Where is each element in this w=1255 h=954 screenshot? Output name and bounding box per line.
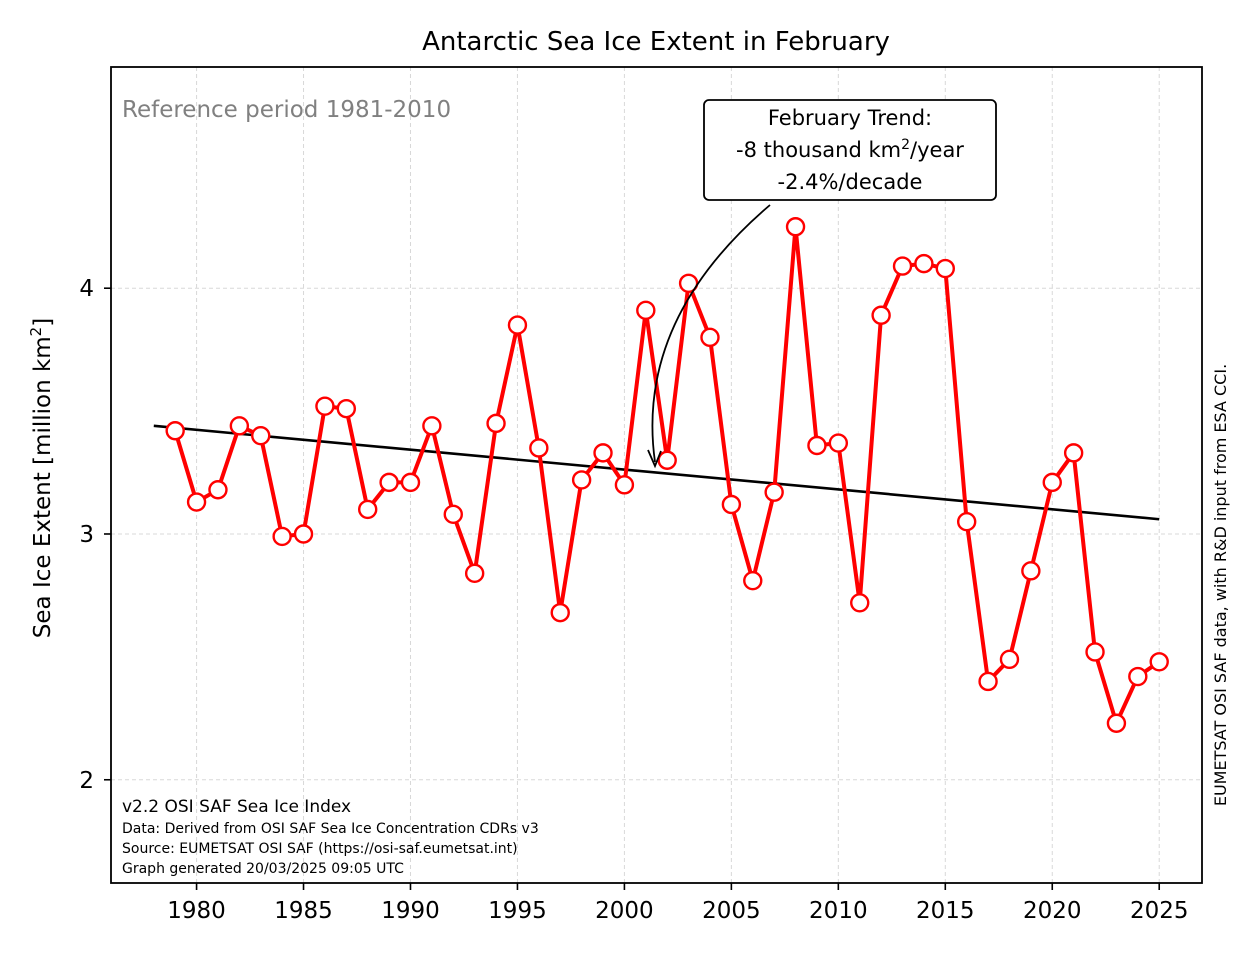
data-point [529,438,549,458]
data-point [1021,561,1041,581]
footer-notes: v2.2 OSI SAF Sea Ice Index Data: Derived… [122,797,539,877]
data-point [315,396,335,416]
annotation-line-3: -2.4%/decade [778,170,923,194]
data-point [657,450,677,470]
side-credit: EUMETSAT OSI SAF data, with R&D input fr… [1211,364,1230,806]
data-point [785,217,806,237]
annotation-arrowhead [647,449,662,469]
data-point [1042,472,1062,493]
y-tick-label: 3 [79,522,94,548]
x-tick-label: 1985 [274,898,333,924]
data-point [743,570,763,591]
data-point [1149,652,1169,672]
trend-annotation: February Trend: -8 thousand km2/year -2.… [647,99,997,469]
x-tick-label: 2020 [1023,898,1082,924]
data-point [336,398,357,419]
data-point [272,526,292,547]
data-point [636,300,656,321]
trend-line [153,424,1160,521]
data-point [443,504,463,525]
data-point [229,416,250,436]
data-point [550,602,570,623]
chart-title: Antarctic Sea Ice Extent in February [422,27,890,57]
x-tick-label: 1995 [488,898,547,924]
reference-period-label: Reference period 1981-2010 [122,97,451,123]
annotation-box [703,99,997,201]
x-tick-label: 2015 [916,898,975,924]
data-point [721,494,742,515]
data-point [700,327,720,348]
data-point [165,421,185,441]
x-tick-label: 1980 [167,898,226,924]
y-axis: 2 3 4 [79,276,111,794]
data-point [807,435,827,456]
footer-source: Source: EUMETSAT OSI SAF (https://osi-sa… [122,841,518,857]
data-point [571,470,592,490]
data-point [486,413,506,434]
x-tick-label: 2025 [1130,898,1189,924]
data-point [914,253,934,274]
x-axis: 1980 1985 1990 1995 2000 2005 2010 2015 2020 2025 [167,883,1188,924]
data-point [379,472,399,493]
data-point [1085,642,1105,662]
x-tick-label: 2005 [702,898,761,924]
data-point [956,511,977,532]
x-tick-label: 2000 [595,898,654,924]
x-tick-label: 1990 [381,898,440,924]
data-point [1128,666,1148,687]
data-point [999,649,1020,670]
plot-frame [110,66,1203,884]
data-point [1106,713,1127,733]
data-point [1063,443,1084,463]
data-point [400,472,421,493]
data-points [165,217,1169,733]
data-point [507,315,528,335]
data-point [614,475,635,495]
data-point [186,492,207,512]
data-point [208,480,228,500]
data-point [871,305,891,325]
data-point [293,524,314,544]
footer-generated: Graph generated 20/03/2025 09:05 UTC [122,861,404,877]
data-point [828,433,849,453]
annotation-line-2: -8 thousand km2/year [736,137,964,162]
data-point [251,425,271,446]
data-point [892,256,913,276]
data-point [935,258,955,279]
y-axis-label: Sea Ice Extent [million km2] [27,318,56,638]
annotation-arrow [651,204,771,463]
annotation-line-1: February Trend: [768,106,932,130]
data-point [464,563,485,584]
x-tick-label: 2010 [809,898,868,924]
data-point [593,443,613,463]
data-point [422,416,442,436]
footer-data: Data: Derived from OSI SAF Sea Ice Conce… [122,821,539,837]
data-point [978,671,998,692]
data-point [764,482,784,502]
y-tick-label: 4 [79,276,94,302]
y-tick-label: 2 [79,768,94,794]
footer-version: v2.2 OSI SAF Sea Ice Index [122,797,351,817]
data-point [358,499,378,520]
data-point [850,593,870,613]
